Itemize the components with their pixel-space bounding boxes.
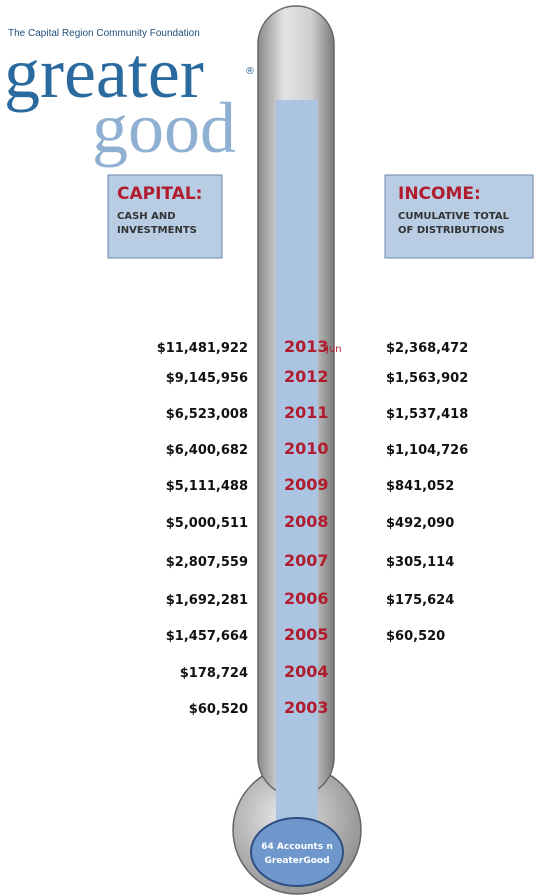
income-line: CUMULATIVE TOTAL	[398, 211, 510, 222]
income-value: $60,520	[386, 629, 445, 644]
capital-box: CAPITAL: CASH AND INVESTMENTS	[107, 174, 223, 259]
capital-title: CAPITAL:	[117, 184, 202, 204]
year: 2006	[284, 589, 329, 608]
bulb-label: GreaterGood	[264, 856, 329, 866]
logo-good: good	[92, 88, 236, 168]
logo-greater: greater	[4, 33, 204, 113]
year: 2007	[284, 551, 329, 570]
capital-line: CASH AND	[117, 211, 176, 222]
capital-value: $9,145,956	[166, 371, 248, 386]
capital-value: $60,520	[189, 702, 248, 717]
thermometer	[232, 5, 362, 895]
year: 2013	[284, 337, 329, 356]
year: 2003	[284, 698, 329, 717]
year-note: Jun	[325, 344, 342, 355]
income-line: OF DISTRIBUTIONS	[398, 225, 505, 236]
capital-value: $11,481,922	[157, 341, 248, 356]
income-value: $1,104,726	[386, 443, 468, 458]
logo-mark: ®	[245, 66, 255, 77]
year: 2004	[284, 662, 329, 681]
income-value: $1,563,902	[386, 371, 468, 386]
income-value: $841,052	[386, 479, 454, 494]
capital-value: $2,807,559	[166, 555, 248, 570]
capital-value: $6,400,682	[166, 443, 248, 458]
year: 2005	[284, 625, 329, 644]
year: 2009	[284, 475, 329, 494]
year: 2011	[284, 403, 329, 422]
income-value: $1,537,418	[386, 407, 468, 422]
bulb-label: 64 Accounts n	[261, 842, 333, 852]
capital-value: $5,000,511	[166, 516, 248, 531]
income-title: INCOME:	[398, 184, 481, 204]
capital-line: INVESTMENTS	[117, 225, 197, 236]
income-value: $175,624	[386, 593, 454, 608]
year: 2008	[284, 512, 329, 531]
income-box: INCOME: CUMULATIVE TOTAL OF DISTRIBUTION…	[384, 174, 534, 259]
income-value: $492,090	[386, 516, 454, 531]
income-value: $2,368,472	[386, 341, 468, 356]
capital-value: $6,523,008	[166, 407, 248, 422]
income-value: $305,114	[386, 555, 454, 570]
capital-value: $1,692,281	[166, 593, 248, 608]
capital-value: $1,457,664	[166, 629, 248, 644]
capital-value: $178,724	[180, 666, 248, 681]
org-name: The Capital Region Community Foundation	[8, 28, 200, 39]
year: 2012	[284, 367, 329, 386]
capital-value: $5,111,488	[166, 479, 248, 494]
year: 2010	[284, 439, 329, 458]
